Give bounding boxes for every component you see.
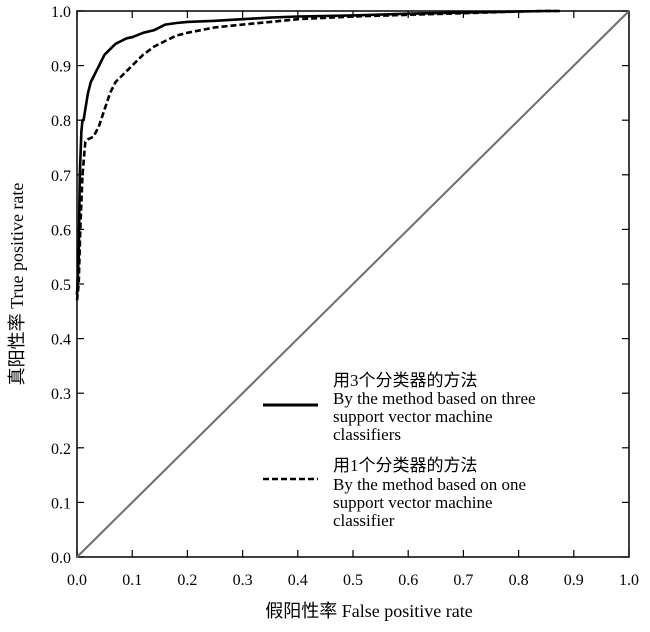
x-tick-label: 0.7	[453, 572, 473, 589]
y-tick-label: 0.4	[51, 332, 71, 349]
legend-label-one-line-4: classifier	[333, 511, 395, 530]
chance-diagonal-line	[76, 10, 630, 558]
legend: 用3个分类器的方法 By the method based on three s…	[263, 371, 536, 530]
x-tick-labels: 0.0 0.1 0.2 0.3 0.4 0.5 0.6 0.7 0.8 0.9 1.0	[67, 572, 639, 589]
x-tick-label: 0.0	[67, 572, 87, 589]
y-tick-label: 0.9	[51, 59, 71, 76]
y-tick-labels: 0.0 0.1 0.2 0.3 0.4 0.5 0.6 0.7 0.8 0.9 1.0	[51, 4, 71, 567]
y-tick-label: 0.3	[51, 386, 71, 403]
x-tick-label: 1.0	[619, 572, 639, 589]
series-line-three-classifiers	[75, 9, 558, 295]
x-tick-label: 0.1	[122, 572, 142, 589]
x-tick-label: 0.2	[177, 572, 197, 589]
x-tick-label: 0.9	[564, 572, 584, 589]
x-axis-title: 假阳性率 False positive rate	[265, 601, 472, 621]
legend-label-three-line-3: support vector machine	[333, 407, 493, 426]
legend-label-three-line-2: By the method based on three	[333, 389, 536, 408]
legend-label-three-line-4: classifiers	[333, 425, 401, 444]
y-tick-label: 1.0	[51, 4, 71, 21]
legend-label-one-line-3: support vector machine	[333, 493, 493, 512]
y-axis-title: 真阳性率 True positive rate	[7, 183, 27, 386]
y-tick-label: 0.5	[51, 277, 71, 294]
y-tick-label: 0.0	[51, 550, 71, 567]
y-tick-label: 0.6	[51, 222, 71, 239]
x-tick-label: 0.6	[398, 572, 418, 589]
x-tick-label: 0.5	[343, 572, 363, 589]
legend-label-one-line-2: By the method based on one	[333, 475, 526, 494]
legend-label-one-line-1: 用1个分类器的方法	[333, 456, 478, 475]
series-layer	[75, 9, 630, 558]
y-tick-label: 0.8	[51, 113, 71, 130]
x-tick-label: 0.8	[509, 572, 529, 589]
y-tick-label: 0.2	[51, 441, 71, 458]
legend-label-three-line-1: 用3个分类器的方法	[333, 371, 478, 390]
y-tick-label: 0.1	[51, 495, 71, 512]
x-tick-label: 0.4	[288, 572, 308, 589]
y-tick-label: 0.7	[51, 168, 71, 185]
x-tick-label: 0.3	[233, 572, 253, 589]
series-line-one-classifier	[75, 9, 563, 301]
